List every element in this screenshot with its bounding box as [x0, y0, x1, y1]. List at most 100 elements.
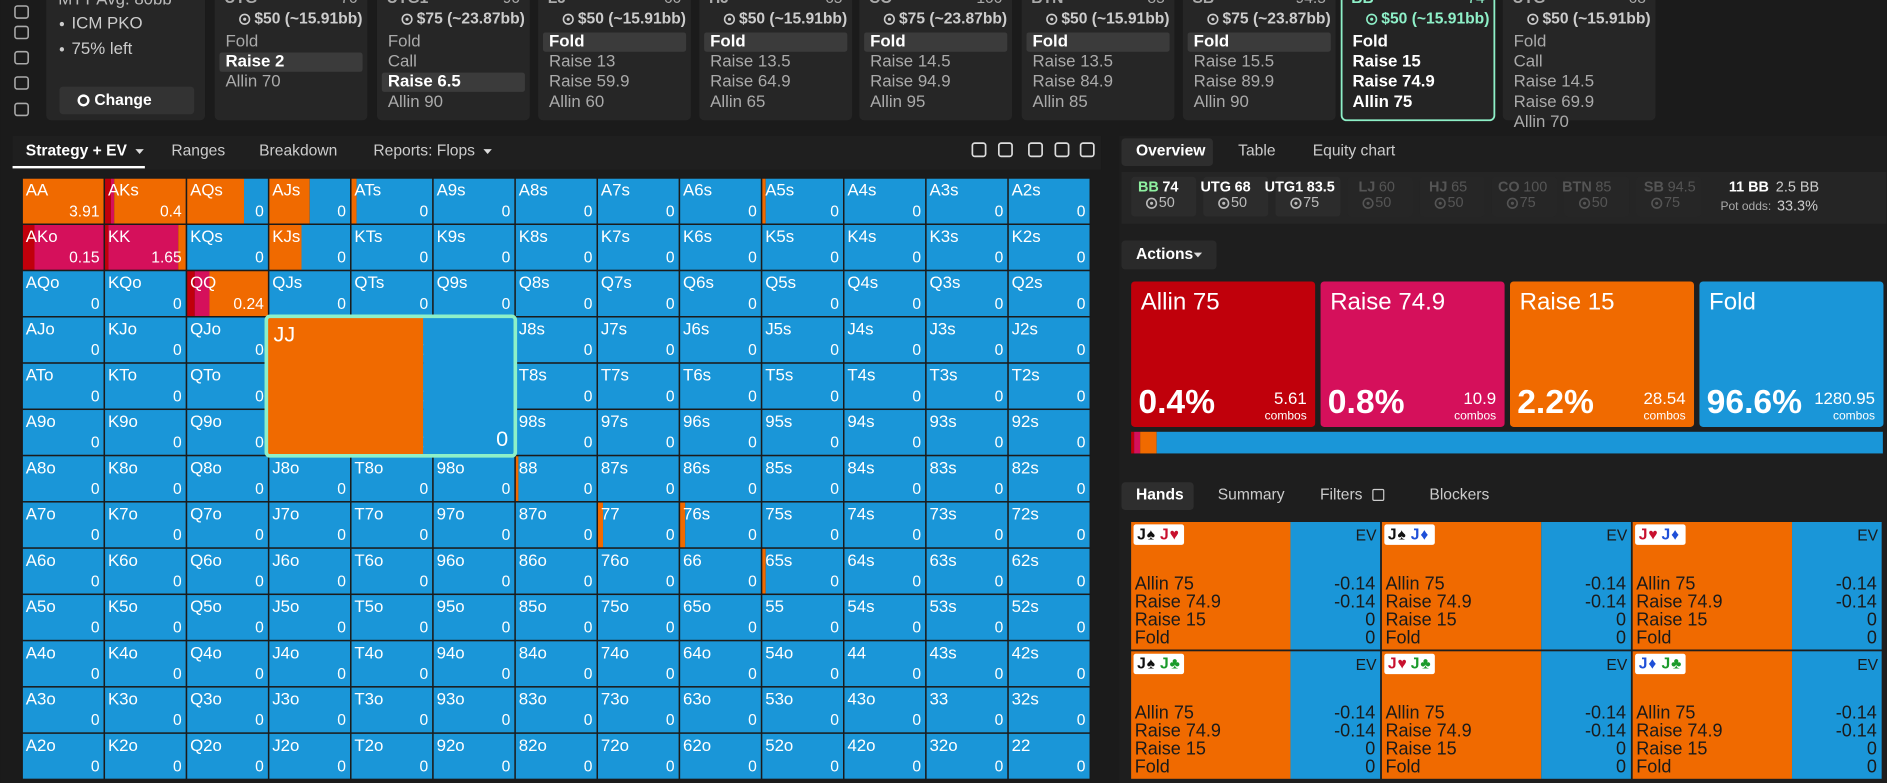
action-box[interactable] [1131, 281, 1316, 427]
position-option[interactable]: Fold [1194, 32, 1230, 51]
position-option[interactable]: Fold [1352, 32, 1388, 51]
seat-name: BB [1138, 179, 1159, 195]
hands-tab[interactable]: Hands [1136, 487, 1184, 504]
position-card[interactable] [699, 0, 853, 121]
change-button-label[interactable]: Change [94, 92, 152, 109]
position-card[interactable] [1021, 0, 1175, 121]
sidebar-icon[interactable] [14, 5, 29, 19]
position-option[interactable]: Fold [1033, 32, 1069, 51]
hands-tab[interactable]: Filters [1320, 487, 1363, 504]
position-option[interactable]: Fold [1514, 32, 1547, 51]
position-option[interactable]: Raise 14.5 [870, 52, 950, 71]
position-option[interactable]: Raise 59.9 [549, 72, 629, 91]
sidebar-icon[interactable] [14, 76, 29, 90]
hand-label: 63o [683, 690, 711, 709]
strategy-segment [679, 363, 762, 410]
action-box[interactable] [1699, 281, 1884, 427]
view-icon[interactable] [1028, 142, 1043, 158]
toolbar-tab[interactable]: Strategy + EV [26, 143, 128, 160]
position-option[interactable]: Raise 13.5 [710, 52, 790, 71]
position-bet: $50 (~15.91bb) [1381, 10, 1489, 27]
position-card[interactable] [859, 0, 1013, 121]
position-option[interactable]: Raise 89.9 [1194, 72, 1274, 91]
hand-action-ev: -0.14 [1836, 721, 1877, 741]
hand-ev: 0 [830, 435, 839, 452]
position-option[interactable]: Allin 95 [870, 92, 925, 111]
overview-tab[interactable]: Overview [1136, 143, 1206, 160]
chip-icon-dot [1438, 201, 1442, 205]
position-option[interactable]: Raise 6.5 [388, 72, 461, 91]
position-card[interactable] [1502, 0, 1656, 121]
position-option[interactable]: Allin 70 [225, 72, 280, 91]
sidebar-icon[interactable] [14, 102, 29, 117]
hand-label: T8o [354, 458, 383, 477]
actions-dropdown[interactable] [1121, 240, 1217, 270]
hand-ev: 0 [173, 435, 182, 452]
hand-label: 86s [683, 458, 710, 477]
strategy-segment [761, 640, 844, 687]
hand-cell[interactable] [1007, 732, 1091, 781]
hand-ev: 0 [502, 481, 511, 498]
seat-stack: 60 [1379, 179, 1395, 195]
action-box[interactable] [1510, 281, 1695, 427]
position-option[interactable]: Allin 85 [1033, 92, 1088, 111]
change-button[interactable] [59, 86, 195, 115]
hand-label: K9o [108, 412, 138, 431]
position-card[interactable] [1340, 0, 1496, 122]
position-option[interactable]: Fold [710, 32, 746, 51]
position-option[interactable]: Raise 84.9 [1033, 72, 1113, 91]
hand-label: 74s [847, 505, 874, 524]
hand-action: Raise 74.9 [1386, 591, 1472, 611]
position-option[interactable]: Raise 2 [225, 52, 284, 71]
position-option[interactable]: Allin 70 [1514, 112, 1569, 131]
hand-ev: 0 [584, 527, 593, 544]
hand-ev: 0 [255, 250, 264, 267]
action-box[interactable] [1320, 281, 1505, 427]
actions-title[interactable]: Actions [1136, 246, 1194, 263]
hands-tab[interactable]: Blockers [1429, 487, 1489, 504]
position-option[interactable]: Call [1514, 52, 1543, 71]
strategy-segment [432, 594, 516, 641]
hands-tab[interactable]: Summary [1218, 487, 1285, 504]
position-option[interactable]: Allin 75 [1352, 92, 1412, 111]
hand-ev: 0 [995, 666, 1004, 683]
position-option[interactable]: Allin 60 [549, 92, 604, 111]
pot-odds: 33.3% [1777, 199, 1818, 215]
position-option[interactable]: Raise 15.5 [1194, 52, 1274, 71]
view-icon[interactable] [997, 142, 1013, 158]
position-option[interactable]: Raise 13 [549, 52, 615, 71]
position-option[interactable]: Call [388, 52, 417, 71]
toolbar-tab[interactable]: Breakdown [259, 143, 337, 160]
position-option[interactable]: Fold [225, 32, 258, 51]
action-pct: 0.8% [1328, 384, 1405, 421]
position-option[interactable]: Allin 90 [1194, 92, 1249, 111]
position-card[interactable] [1182, 0, 1336, 121]
sidebar-icon[interactable] [14, 50, 29, 65]
overview-tab[interactable]: Equity chart [1313, 143, 1396, 160]
position-option[interactable]: Raise 64.9 [710, 72, 790, 91]
position-option[interactable]: Raise 94.9 [870, 72, 950, 91]
strategy-segment [1008, 733, 1091, 780]
hand-ev: 0 [666, 712, 675, 729]
position-option[interactable]: Raise 69.9 [1514, 92, 1594, 111]
position-option[interactable]: Fold [388, 32, 421, 51]
view-icon[interactable] [1079, 142, 1095, 158]
position-option[interactable]: Fold [549, 32, 585, 51]
position-option[interactable]: Raise 15 [1352, 52, 1420, 71]
position-option[interactable]: Raise 14.5 [1514, 72, 1594, 91]
hand-label: 83s [930, 458, 957, 477]
sidebar-icon[interactable] [14, 25, 29, 40]
overview-tab[interactable]: Table [1238, 143, 1275, 160]
toolbar-tab[interactable]: Ranges [171, 143, 225, 160]
position-card[interactable] [538, 0, 691, 121]
position-option[interactable]: Raise 13.5 [1033, 52, 1113, 71]
view-icon[interactable] [971, 142, 987, 158]
view-icon[interactable] [1054, 142, 1070, 158]
position-option[interactable]: Raise 74.9 [1352, 72, 1434, 91]
position-option[interactable]: Allin 90 [388, 92, 443, 111]
card-suit: ♥ [1648, 526, 1657, 543]
position-option[interactable]: Allin 65 [710, 92, 765, 111]
option-highlight [219, 52, 363, 72]
toolbar-tab[interactable]: Reports: Flops [373, 143, 475, 160]
position-option[interactable]: Fold [870, 32, 906, 51]
